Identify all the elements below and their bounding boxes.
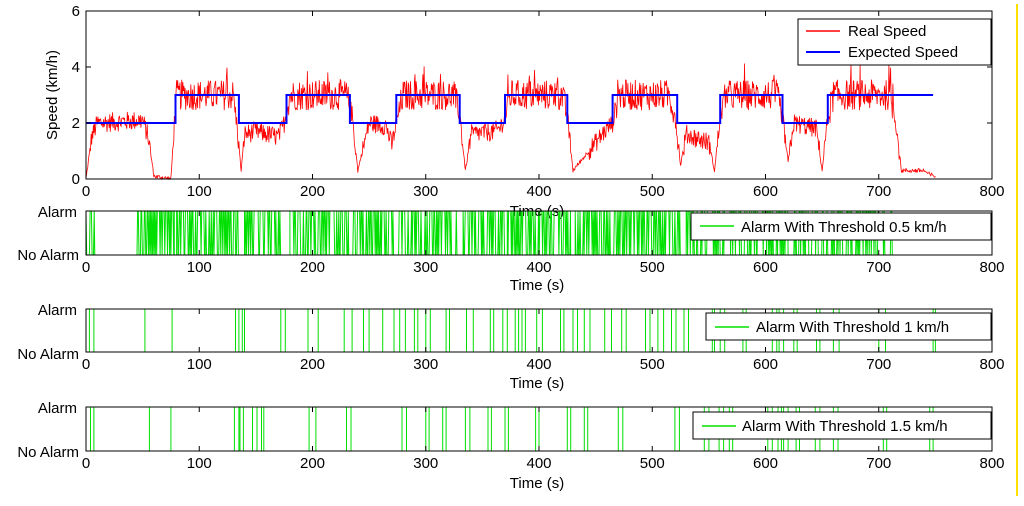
expected-speed-line bbox=[86, 94, 934, 124]
alarm-plot-0-5: 0 100 200 300 400 500 600 700 800 Alarm No Alarm… bbox=[17, 204, 1004, 294]
xtick-label: 500 bbox=[640, 183, 665, 200]
xtick-label: 100 bbox=[187, 455, 212, 472]
xtick-label: 800 bbox=[979, 455, 1004, 472]
alarm-plot-1-5-axes: 0 100 200 300 400 500 600 700 800 bbox=[82, 406, 1005, 472]
legend-label-real-speed: Real Speed bbox=[848, 23, 926, 40]
xtick-label: 600 bbox=[753, 183, 778, 200]
xtick-label: 500 bbox=[640, 455, 665, 472]
xtick-label: 700 bbox=[866, 455, 891, 472]
ytick-no-alarm: No Alarm bbox=[17, 247, 79, 264]
xtick-label: 300 bbox=[413, 259, 438, 276]
ytick-label: 2 bbox=[72, 115, 80, 132]
xtick-label: 0 bbox=[82, 183, 90, 200]
alarm-plot-1-axes: 0 100 200 300 400 500 600 700 800 bbox=[82, 308, 1005, 373]
legend-box bbox=[705, 312, 992, 341]
alarm-plot-1-legend: Alarm With Threshold 1 km/h bbox=[705, 312, 992, 341]
legend-label-alarm-1: Alarm With Threshold 1 km/h bbox=[756, 319, 949, 336]
speed-plot: 0 100 200 300 400 500 600 700 800 0 2 4 6 Speed (km/… bbox=[44, 3, 1005, 220]
ytick-alarm: Alarm bbox=[38, 400, 77, 417]
speed-plot-ylabel: Speed (km/h) bbox=[44, 50, 61, 140]
xtick-label: 200 bbox=[300, 259, 325, 276]
xtick-label: 0 bbox=[82, 259, 90, 276]
alarm-plot-1-5-xlabel: Time (s) bbox=[510, 475, 564, 492]
xtick-label: 800 bbox=[979, 356, 1004, 373]
alarm-plot-0-5-axes: 0 100 200 300 400 500 600 700 800 bbox=[82, 210, 1005, 276]
xtick-label: 300 bbox=[413, 356, 438, 373]
alarm-plot-1-5: 0 100 200 300 400 500 600 700 800 Alarm No Alarm… bbox=[17, 400, 1004, 492]
xtick-label: 600 bbox=[753, 455, 778, 472]
alarm-plot-0-5-legend: Alarm With Threshold 0.5 km/h bbox=[690, 212, 992, 241]
xtick-label: 400 bbox=[526, 259, 551, 276]
xtick-label: 700 bbox=[866, 356, 891, 373]
xtick-label: 500 bbox=[640, 356, 665, 373]
real-speed-line bbox=[85, 63, 936, 181]
ytick-label: 6 bbox=[72, 3, 80, 20]
xtick-label: 600 bbox=[753, 259, 778, 276]
xtick-label: 400 bbox=[526, 356, 551, 373]
xtick-label: 200 bbox=[300, 356, 325, 373]
legend-label-alarm-0-5: Alarm With Threshold 0.5 km/h bbox=[741, 219, 947, 236]
xtick-label: 800 bbox=[979, 259, 1004, 276]
ytick-alarm: Alarm bbox=[38, 302, 77, 319]
alarm-plot-1: 0 100 200 300 400 500 600 700 800 Alarm No Alarm… bbox=[17, 302, 1004, 392]
ytick-no-alarm: No Alarm bbox=[17, 444, 79, 461]
ytick-alarm: Alarm bbox=[38, 204, 77, 221]
xtick-label: 800 bbox=[979, 183, 1004, 200]
xtick-label: 100 bbox=[187, 259, 212, 276]
legend-box bbox=[692, 411, 992, 440]
xtick-label: 0 bbox=[82, 356, 90, 373]
legend-box bbox=[690, 212, 992, 241]
xtick-label: 200 bbox=[300, 455, 325, 472]
legend-box bbox=[797, 18, 992, 66]
alarm-plot-1-xlabel: Time (s) bbox=[510, 375, 564, 392]
ytick-no-alarm: No Alarm bbox=[17, 346, 79, 363]
xtick-label: 200 bbox=[300, 183, 325, 200]
xtick-label: 400 bbox=[526, 455, 551, 472]
alarm-plot-1-5-legend: Alarm With Threshold 1.5 km/h bbox=[692, 411, 992, 440]
ytick-label: 4 bbox=[72, 59, 80, 76]
xtick-label: 100 bbox=[187, 183, 212, 200]
legend-label-expected-speed: Expected Speed bbox=[848, 44, 958, 61]
ytick-label: 0 bbox=[72, 171, 80, 188]
xtick-label: 700 bbox=[866, 183, 891, 200]
xtick-label: 400 bbox=[526, 183, 551, 200]
xtick-label: 100 bbox=[187, 356, 212, 373]
xtick-label: 300 bbox=[413, 183, 438, 200]
alarm-plot-0-5-xlabel: Time (s) bbox=[510, 277, 564, 294]
xtick-label: 600 bbox=[753, 356, 778, 373]
xtick-label: 0 bbox=[82, 455, 90, 472]
speed-plot-marks bbox=[85, 63, 936, 181]
xtick-label: 500 bbox=[640, 259, 665, 276]
speed-plot-axes: 0 100 200 300 400 500 600 700 800 0 2 4 6 bbox=[72, 3, 1005, 200]
xtick-label: 700 bbox=[866, 259, 891, 276]
speed-plot-legend: Real Speed Expected Speed bbox=[797, 18, 992, 66]
xtick-label: 300 bbox=[413, 455, 438, 472]
legend-label-alarm-1-5: Alarm With Threshold 1.5 km/h bbox=[742, 418, 948, 435]
